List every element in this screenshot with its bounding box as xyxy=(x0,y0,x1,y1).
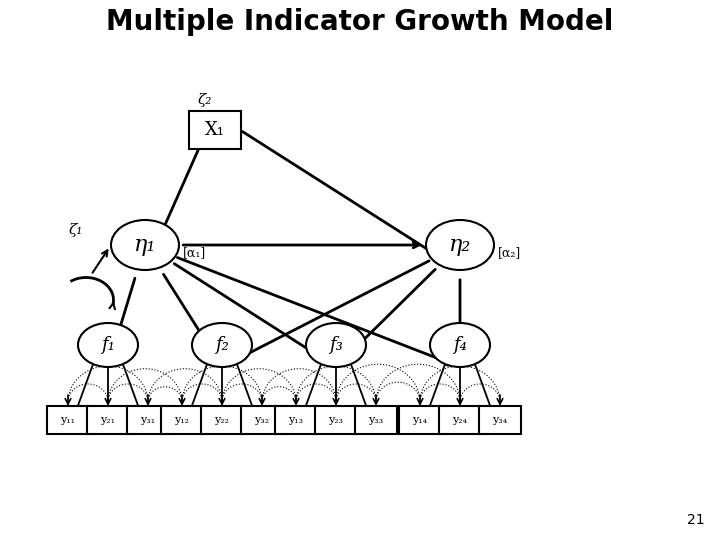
Text: 21: 21 xyxy=(688,513,705,527)
FancyBboxPatch shape xyxy=(275,406,317,434)
Text: y₂₂: y₂₂ xyxy=(215,415,230,425)
Text: y₁₁: y₁₁ xyxy=(60,415,76,425)
Text: η₂: η₂ xyxy=(449,234,471,256)
Text: y₃₂: y₃₂ xyxy=(254,415,269,425)
FancyBboxPatch shape xyxy=(241,406,283,434)
Text: y₁₃: y₁₃ xyxy=(289,415,304,425)
Text: y₃₁: y₃₁ xyxy=(140,415,156,425)
FancyBboxPatch shape xyxy=(201,406,243,434)
Text: y₃₄: y₃₄ xyxy=(492,415,508,425)
FancyBboxPatch shape xyxy=(399,406,441,434)
FancyBboxPatch shape xyxy=(439,406,481,434)
Text: [α₁]: [α₁] xyxy=(183,246,206,260)
Text: f₄: f₄ xyxy=(453,336,467,354)
Ellipse shape xyxy=(426,220,494,270)
Text: y₂₃: y₂₃ xyxy=(328,415,343,425)
FancyBboxPatch shape xyxy=(355,406,397,434)
Text: [α₂]: [α₂] xyxy=(498,246,521,260)
Text: f₃: f₃ xyxy=(329,336,343,354)
Text: X₁: X₁ xyxy=(205,121,225,139)
FancyBboxPatch shape xyxy=(315,406,357,434)
FancyBboxPatch shape xyxy=(189,111,241,149)
Text: f₂: f₂ xyxy=(215,336,229,354)
Ellipse shape xyxy=(430,323,490,367)
Text: ζ₁: ζ₁ xyxy=(69,223,84,237)
FancyBboxPatch shape xyxy=(127,406,169,434)
Text: y₂₁: y₂₁ xyxy=(101,415,115,425)
Text: Multiple Indicator Growth Model: Multiple Indicator Growth Model xyxy=(107,8,613,36)
Text: y₁₂: y₁₂ xyxy=(174,415,189,425)
Text: ζ₂: ζ₂ xyxy=(198,93,212,107)
FancyBboxPatch shape xyxy=(47,406,89,434)
Ellipse shape xyxy=(78,323,138,367)
Text: η₁: η₁ xyxy=(134,234,156,256)
Text: y₁₄: y₁₄ xyxy=(413,415,428,425)
Text: y₃₃: y₃₃ xyxy=(369,415,384,425)
FancyBboxPatch shape xyxy=(161,406,203,434)
Text: f₁: f₁ xyxy=(101,336,115,354)
FancyBboxPatch shape xyxy=(479,406,521,434)
Text: y₂₄: y₂₄ xyxy=(452,415,467,425)
Ellipse shape xyxy=(192,323,252,367)
Ellipse shape xyxy=(111,220,179,270)
FancyBboxPatch shape xyxy=(87,406,129,434)
Ellipse shape xyxy=(306,323,366,367)
